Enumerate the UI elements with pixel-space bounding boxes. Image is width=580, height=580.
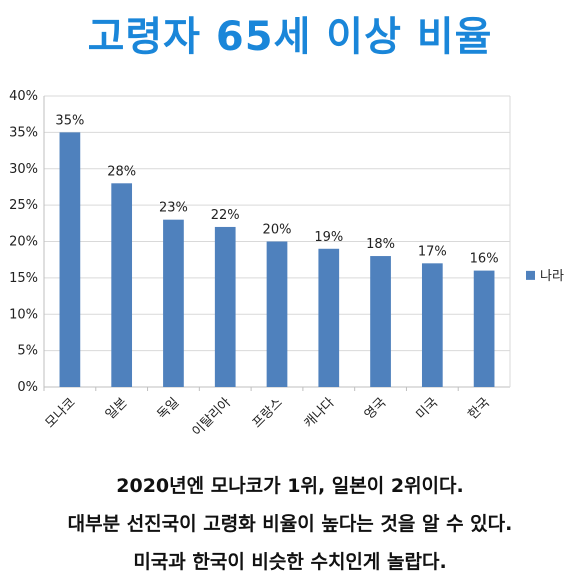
legend-swatch <box>526 270 535 280</box>
category-label: 한국 <box>465 395 493 423</box>
bar <box>163 219 184 387</box>
data-label: 16% <box>470 252 499 267</box>
category-label: 독일 <box>155 395 183 423</box>
bar <box>370 256 391 387</box>
category-label: 프랑스 <box>250 395 286 431</box>
category-label: 이탈리아 <box>190 395 234 439</box>
bar <box>318 248 340 387</box>
caption-line-1: 2020년엔 모나코가 1위, 일본이 2위이다. <box>116 475 464 497</box>
data-label: 18% <box>366 237 395 252</box>
bar <box>59 132 81 387</box>
category-label: 일본 <box>103 395 131 423</box>
legend-label: 나라 <box>540 269 564 284</box>
y-tick-label: 5% <box>17 344 38 359</box>
data-label: 28% <box>107 164 136 179</box>
bar-chart: 0% 5% 10% 15% 20% 25% 30% 35% 40% 35% 모나코 28% 일본 23% 독… <box>9 89 564 440</box>
category-label: 모나코 <box>43 395 79 431</box>
chart-title: 고령자 65세 이상 비율 <box>87 14 493 60</box>
data-label: 22% <box>211 208 240 223</box>
bar <box>421 263 443 387</box>
category-label: 영국 <box>362 395 390 423</box>
y-tick-label: 40% <box>9 89 38 104</box>
y-tick-label: 30% <box>9 162 38 177</box>
y-tick-label: 0% <box>17 380 38 395</box>
caption-line-2: 대부분 선진국이 고령화 비율이 높다는 것을 알 수 있다. <box>67 513 513 535</box>
data-label: 19% <box>314 230 343 245</box>
bar <box>266 241 288 387</box>
data-label: 35% <box>55 113 84 128</box>
caption-line-3: 미국과 한국이 비슷한 수치인게 놀랍다. <box>133 551 447 573</box>
y-tick-label: 15% <box>9 271 38 286</box>
bar <box>473 270 495 387</box>
bar <box>214 226 236 387</box>
category-label: 미국 <box>414 395 442 423</box>
y-tick-label: 25% <box>9 198 38 213</box>
y-tick-label: 10% <box>9 307 38 322</box>
data-label: 20% <box>263 223 292 238</box>
data-label: 17% <box>418 244 447 259</box>
data-label: 23% <box>159 201 188 216</box>
category-label: 캐나다 <box>302 395 338 431</box>
bar <box>111 183 133 387</box>
y-tick-label: 35% <box>9 125 38 140</box>
y-tick-label: 20% <box>9 235 38 250</box>
